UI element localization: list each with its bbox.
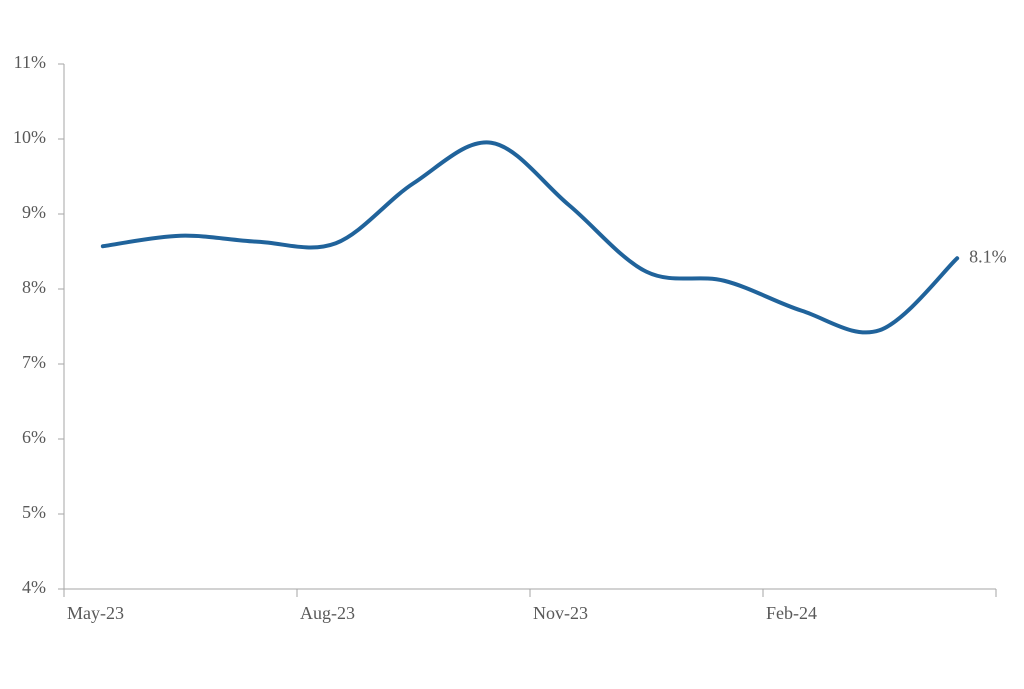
annotation: 8.1% — [969, 246, 1007, 266]
y-tick-label: 7% — [22, 352, 46, 372]
line — [100, 140, 960, 335]
x-tick-label: Nov-23 — [533, 603, 588, 623]
y-tick-label: 4% — [22, 577, 46, 597]
y-tick-label: 9% — [22, 202, 46, 222]
y-tick-label: 5% — [22, 502, 46, 522]
y-tick-label: 6% — [22, 427, 46, 447]
x-tick-label: Aug-23 — [300, 603, 355, 623]
y-tick-label: 8% — [22, 277, 46, 297]
x-tick-label: May-23 — [67, 603, 124, 623]
y-tick-label: 11% — [14, 52, 46, 72]
y-tick-label: 10% — [13, 127, 46, 147]
x-tick-label: Feb-24 — [766, 603, 817, 623]
